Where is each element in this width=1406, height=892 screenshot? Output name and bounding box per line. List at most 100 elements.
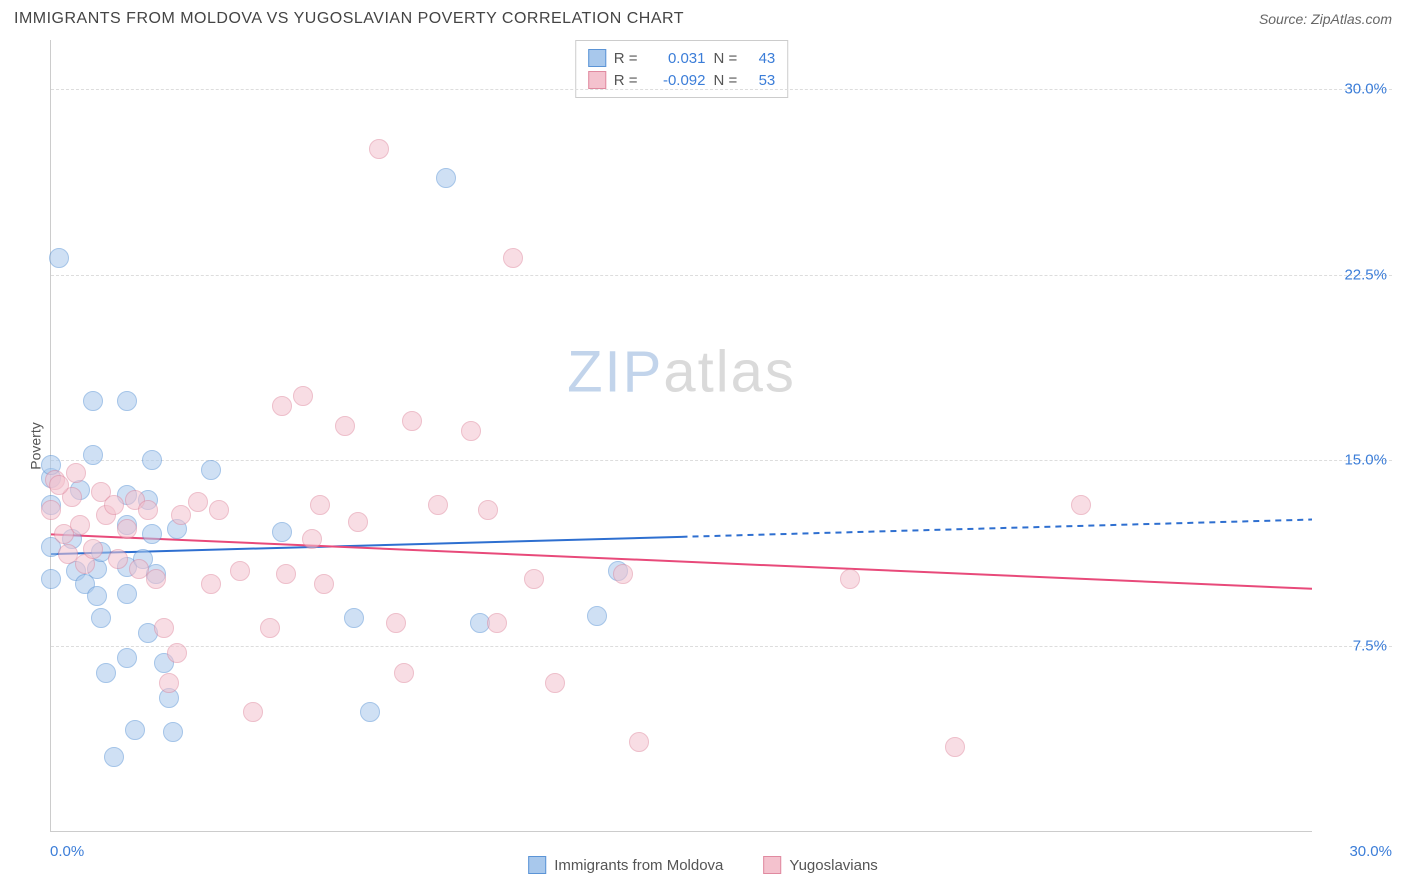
- scatter-point: [369, 139, 389, 159]
- chart-title: IMMIGRANTS FROM MOLDOVA VS YUGOSLAVIAN P…: [14, 10, 684, 28]
- stats-row: R = -0.092 N = 53: [588, 69, 776, 91]
- scatter-point: [83, 391, 103, 411]
- scatter-point: [66, 463, 86, 483]
- grid-line: [51, 275, 1392, 276]
- scatter-point: [58, 544, 78, 564]
- y-tick-label: 22.5%: [1317, 266, 1387, 283]
- legend-label: Yugoslavians: [789, 857, 877, 874]
- scatter-point: [1071, 495, 1091, 515]
- scatter-point: [840, 569, 860, 589]
- x-tick-min: 0.0%: [50, 843, 84, 860]
- r-label: R =: [614, 50, 638, 67]
- r-label: R =: [614, 72, 638, 89]
- watermark-atlas: atlas: [663, 340, 796, 405]
- scatter-point: [117, 584, 137, 604]
- legend-swatch: [588, 71, 606, 89]
- n-value: 43: [745, 50, 775, 67]
- plot-container: ZIPatlas R = 0.031 N = 43 R = -0.092 N = 53 7.5…: [50, 40, 1392, 832]
- scatter-point: [125, 720, 145, 740]
- scatter-point: [503, 248, 523, 268]
- scatter-point: [154, 618, 174, 638]
- scatter-point: [142, 450, 162, 470]
- scatter-point: [478, 500, 498, 520]
- scatter-point: [629, 732, 649, 752]
- n-label: N =: [714, 72, 738, 89]
- scatter-point: [436, 168, 456, 188]
- scatter-point: [49, 475, 69, 495]
- scatter-point: [83, 445, 103, 465]
- scatter-point: [394, 663, 414, 683]
- scatter-point: [49, 248, 69, 268]
- title-bar: IMMIGRANTS FROM MOLDOVA VS YUGOSLAVIAN P…: [14, 10, 1392, 28]
- scatter-point: [260, 618, 280, 638]
- legend-swatch: [763, 856, 781, 874]
- bottom-legend: Immigrants from Moldova Yugoslavians: [528, 856, 878, 874]
- trend-line-dashed: [682, 520, 1313, 537]
- stats-row: R = 0.031 N = 43: [588, 47, 776, 69]
- legend-swatch: [588, 49, 606, 67]
- n-value: 53: [745, 72, 775, 89]
- scatter-point: [344, 608, 364, 628]
- watermark: ZIPatlas: [567, 339, 796, 406]
- scatter-point: [386, 613, 406, 633]
- scatter-point: [138, 500, 158, 520]
- scatter-point: [360, 702, 380, 722]
- scatter-point: [272, 396, 292, 416]
- scatter-point: [230, 561, 250, 581]
- scatter-point: [428, 495, 448, 515]
- scatter-point: [209, 500, 229, 520]
- y-tick-label: 7.5%: [1317, 637, 1387, 654]
- r-value: 0.031: [646, 50, 706, 67]
- scatter-point: [302, 529, 322, 549]
- scatter-point: [348, 512, 368, 532]
- legend-swatch: [528, 856, 546, 874]
- scatter-point: [104, 747, 124, 767]
- watermark-zip: ZIP: [567, 340, 663, 405]
- scatter-point: [293, 386, 313, 406]
- scatter-point: [70, 515, 90, 535]
- scatter-point: [87, 586, 107, 606]
- scatter-point: [41, 569, 61, 589]
- scatter-point: [91, 608, 111, 628]
- scatter-point: [587, 606, 607, 626]
- grid-line: [51, 460, 1392, 461]
- scatter-point: [159, 673, 179, 693]
- scatter-point: [108, 549, 128, 569]
- grid-line: [51, 89, 1392, 90]
- scatter-point: [243, 702, 263, 722]
- scatter-point: [163, 722, 183, 742]
- y-tick-label: 30.0%: [1317, 81, 1387, 98]
- scatter-point: [272, 522, 292, 542]
- scatter-point: [83, 539, 103, 559]
- scatter-point: [487, 613, 507, 633]
- legend-item: Immigrants from Moldova: [528, 856, 723, 874]
- scatter-point: [41, 500, 61, 520]
- scatter-point: [188, 492, 208, 512]
- legend-label: Immigrants from Moldova: [554, 857, 723, 874]
- scatter-point: [104, 495, 124, 515]
- scatter-point: [276, 564, 296, 584]
- scatter-point: [167, 643, 187, 663]
- scatter-point: [146, 569, 166, 589]
- scatter-point: [117, 391, 137, 411]
- scatter-point: [96, 663, 116, 683]
- scatter-point: [171, 505, 191, 525]
- scatter-point: [613, 564, 633, 584]
- scatter-point: [117, 519, 137, 539]
- plot-area: ZIPatlas R =0.031N =43R =-0.092N =53 7.5…: [50, 40, 1312, 832]
- scatter-point: [461, 421, 481, 441]
- scatter-point: [142, 524, 162, 544]
- scatter-point: [314, 574, 334, 594]
- scatter-point: [402, 411, 422, 431]
- scatter-point: [201, 574, 221, 594]
- n-label: N =: [714, 50, 738, 67]
- scatter-point: [117, 648, 137, 668]
- legend-item: Yugoslavians: [763, 856, 877, 874]
- scatter-point: [945, 737, 965, 757]
- scatter-point: [335, 416, 355, 436]
- r-value: -0.092: [646, 72, 706, 89]
- scatter-point: [201, 460, 221, 480]
- scatter-point: [524, 569, 544, 589]
- scatter-point: [310, 495, 330, 515]
- trend-lines-svg: [51, 40, 1312, 831]
